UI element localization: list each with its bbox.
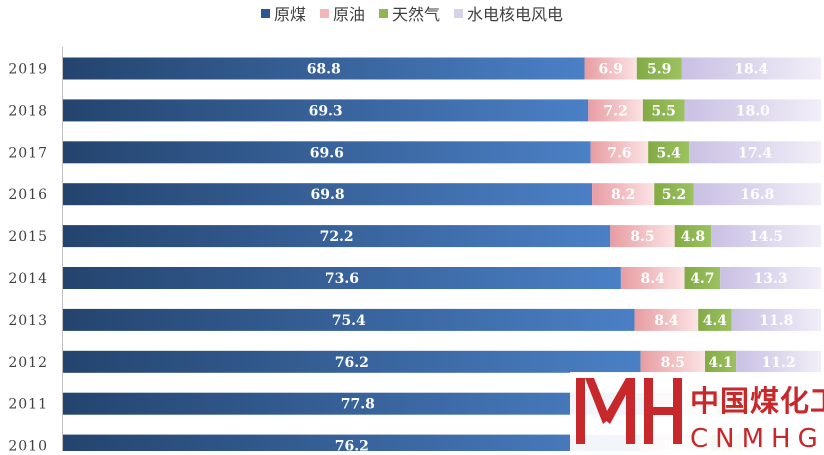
bar-segment [648, 141, 690, 164]
bar-segment [63, 308, 635, 331]
bar-segment [640, 350, 706, 373]
bar-segment [642, 99, 685, 122]
watermark-cn-text: 中国煤化工 [690, 384, 824, 418]
data-label: 5.5 [652, 103, 676, 119]
legend-swatch [379, 8, 388, 18]
bar-segment [736, 350, 821, 373]
data-label: 13.3 [754, 271, 788, 287]
bar-segment [610, 225, 675, 248]
bar-segment [63, 392, 653, 415]
data-label: 11.8 [759, 313, 793, 329]
bar-segment [63, 267, 621, 289]
data-label: 68.8 [307, 62, 341, 78]
legend-label: 水电核电风电 [467, 5, 564, 24]
bar-segment [63, 434, 641, 451]
bar-segment [63, 99, 589, 122]
bar-segment [711, 225, 821, 248]
watermark-en-text: CNMHG [690, 424, 824, 454]
bar-segment [731, 308, 821, 331]
bar-segment [63, 183, 593, 206]
category-tick-label: 2011 [8, 397, 48, 413]
category-tick-label: 2018 [8, 103, 48, 119]
data-label: 73.6 [325, 271, 359, 287]
bar-segment [698, 308, 732, 331]
data-label: 76.2 [335, 439, 369, 451]
category-tick-label: 2019 [8, 62, 48, 78]
legend-item: 原煤 [260, 1, 306, 25]
data-label: 8.5 [661, 355, 685, 371]
data-label: 14.5 [749, 229, 783, 245]
legend-item: 水电核电风电 [454, 1, 563, 25]
cnmhg-logo-icon [576, 378, 682, 444]
data-label: 76.2 [335, 355, 369, 371]
data-label: 4.1 [708, 355, 732, 371]
data-label: 8.4 [641, 271, 666, 287]
watermark-logo: 中国煤化工 CNMHG [570, 372, 824, 454]
data-label: 69.8 [310, 187, 344, 203]
legend-swatch [319, 8, 329, 18]
data-label: 18.4 [734, 62, 768, 78]
bar-segment [63, 350, 641, 373]
bar-segment [674, 225, 712, 248]
data-label: 75.4 [332, 313, 366, 329]
category-tick-label: 2010 [8, 439, 48, 451]
data-label: 11.2 [761, 355, 795, 371]
data-label: 6.9 [598, 62, 622, 78]
category-tick-label: 2016 [8, 187, 48, 203]
bar-segment [689, 141, 821, 164]
legend-label: 原煤 [273, 5, 306, 24]
data-label: 17.4 [738, 145, 772, 161]
category-tick-label: 2013 [8, 313, 48, 329]
legend-swatch [260, 8, 270, 18]
category-tick-label: 2012 [8, 355, 48, 371]
bar-segment [588, 99, 643, 122]
data-label: 5.2 [662, 187, 686, 203]
legend-item: 天然气 [379, 1, 440, 25]
data-label: 5.9 [647, 62, 671, 78]
data-label: 69.3 [309, 103, 343, 119]
bar-segment [592, 183, 655, 206]
data-label: 8.2 [611, 187, 635, 203]
bar-segment [590, 141, 649, 164]
bar-segment [584, 57, 637, 80]
bar-segment [684, 99, 821, 122]
bar-segment [654, 183, 694, 206]
bar-segment [63, 141, 591, 164]
bar-segment [684, 267, 721, 289]
bar-segment [720, 267, 821, 289]
data-label: 8.5 [630, 229, 654, 245]
data-label: 16.8 [740, 187, 774, 203]
bar-segment [63, 225, 611, 248]
legend: 原煤 原油 天然气 水电核电风电 [0, 0, 824, 26]
category-tick-label: 2015 [8, 229, 48, 245]
bar-segment [681, 57, 821, 80]
data-label: 7.2 [603, 103, 627, 119]
data-label: 4.4 [703, 313, 728, 329]
data-label: 69.6 [310, 145, 344, 161]
bar-segment [636, 57, 682, 80]
data-label: 5.4 [656, 145, 681, 161]
data-label: 4.8 [681, 229, 705, 245]
legend-label: 天然气 [392, 5, 441, 24]
data-label: 7.6 [607, 145, 631, 161]
legend-item: 原油 [319, 1, 365, 25]
bar-segment [63, 57, 585, 80]
data-label: 72.2 [320, 229, 354, 245]
legend-label: 原油 [332, 5, 365, 24]
data-label: 4.7 [690, 271, 714, 287]
data-label: 77.8 [341, 397, 375, 413]
category-tick-label: 2014 [8, 271, 48, 287]
category-tick-label: 2017 [8, 145, 48, 161]
bar-segment [693, 183, 821, 206]
bar-segment [620, 267, 685, 289]
data-label: 8.4 [654, 313, 679, 329]
data-label: 18.0 [736, 103, 770, 119]
bar-segment [634, 308, 699, 331]
legend-swatch [454, 8, 464, 18]
bar-segment [705, 350, 737, 373]
